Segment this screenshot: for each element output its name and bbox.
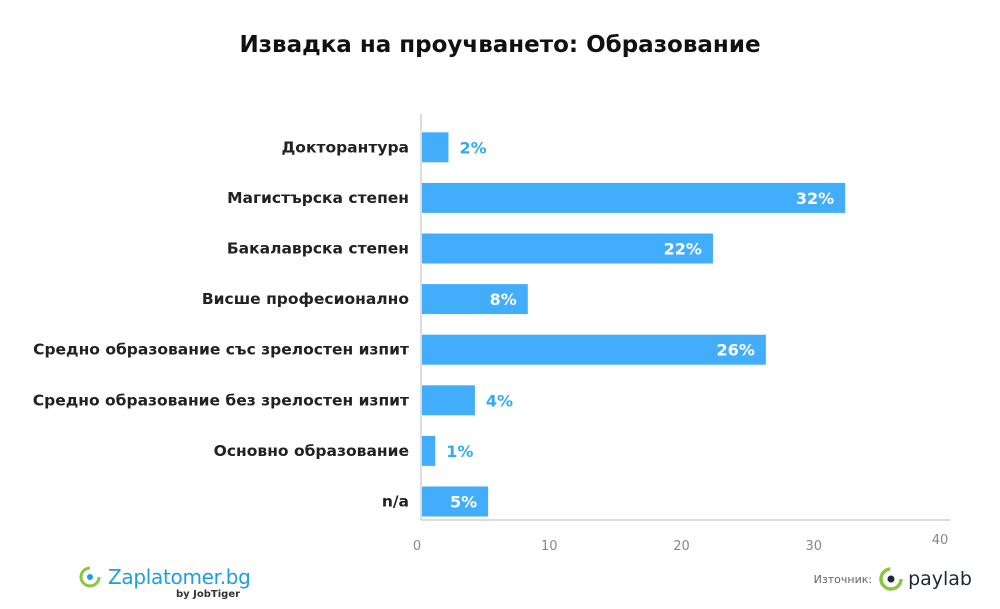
source-credit: Източник: paylab — [814, 566, 972, 592]
x-tick-label: 20 — [673, 539, 690, 554]
target-icon — [79, 566, 101, 588]
value-label: 1% — [446, 442, 473, 461]
bar-7 — [422, 435, 436, 466]
value-label: 8% — [490, 290, 517, 309]
x-tick-label: 0 — [413, 539, 421, 554]
paylab-brand-name: paylab — [908, 568, 972, 590]
x-tick-label: 30 — [805, 539, 822, 554]
bar-8 — [422, 486, 489, 517]
category-labels-group: Докторантура Магистърска степен Бакалаврск… — [33, 138, 409, 510]
zaplatomer-brand-name: Zaplatomer.bg — [108, 565, 251, 589]
value-label: 2% — [459, 138, 486, 157]
value-label: 32% — [796, 189, 834, 208]
value-labels-group: 2% 32% 22% 8% 26% 4% 1% 5% — [446, 138, 834, 511]
category-label: Магистърска степен — [227, 189, 409, 207]
category-label: Основно образование — [214, 442, 409, 460]
value-label: 5% — [450, 493, 477, 512]
value-label: 22% — [664, 240, 702, 259]
x-tick-label: 40 — [932, 533, 949, 548]
source-label: Източник: — [813, 572, 873, 586]
category-label: Средно образование без зрелостен изпит — [33, 391, 409, 409]
category-label: n/a — [382, 493, 409, 511]
chart-title: Извадка на проучването: Образование — [239, 32, 761, 58]
category-label: Бакалаврска степен — [227, 240, 409, 258]
bar-2 — [422, 182, 846, 213]
x-tick-labels-group: 0 10 20 30 40 — [413, 533, 948, 554]
value-label: 4% — [486, 391, 513, 410]
bar-4 — [422, 284, 528, 315]
x-tick-label: 10 — [541, 539, 558, 554]
jobtiger-byline: by JobTiger — [176, 589, 241, 600]
zaplatomer-logo: Zaplatomer.bg by JobTiger — [78, 565, 278, 605]
bar-6 — [422, 385, 475, 416]
category-label: Средно образование със зрелостен изпит — [33, 341, 409, 359]
bar-1 — [422, 132, 449, 163]
value-label: 26% — [717, 341, 755, 360]
bar-5 — [422, 334, 766, 365]
bars-group — [422, 132, 846, 517]
category-label: Висше професионално — [202, 290, 409, 308]
paylab-logo-icon — [879, 567, 903, 591]
category-label: Докторантура — [281, 138, 409, 156]
bar-3 — [422, 233, 713, 264]
